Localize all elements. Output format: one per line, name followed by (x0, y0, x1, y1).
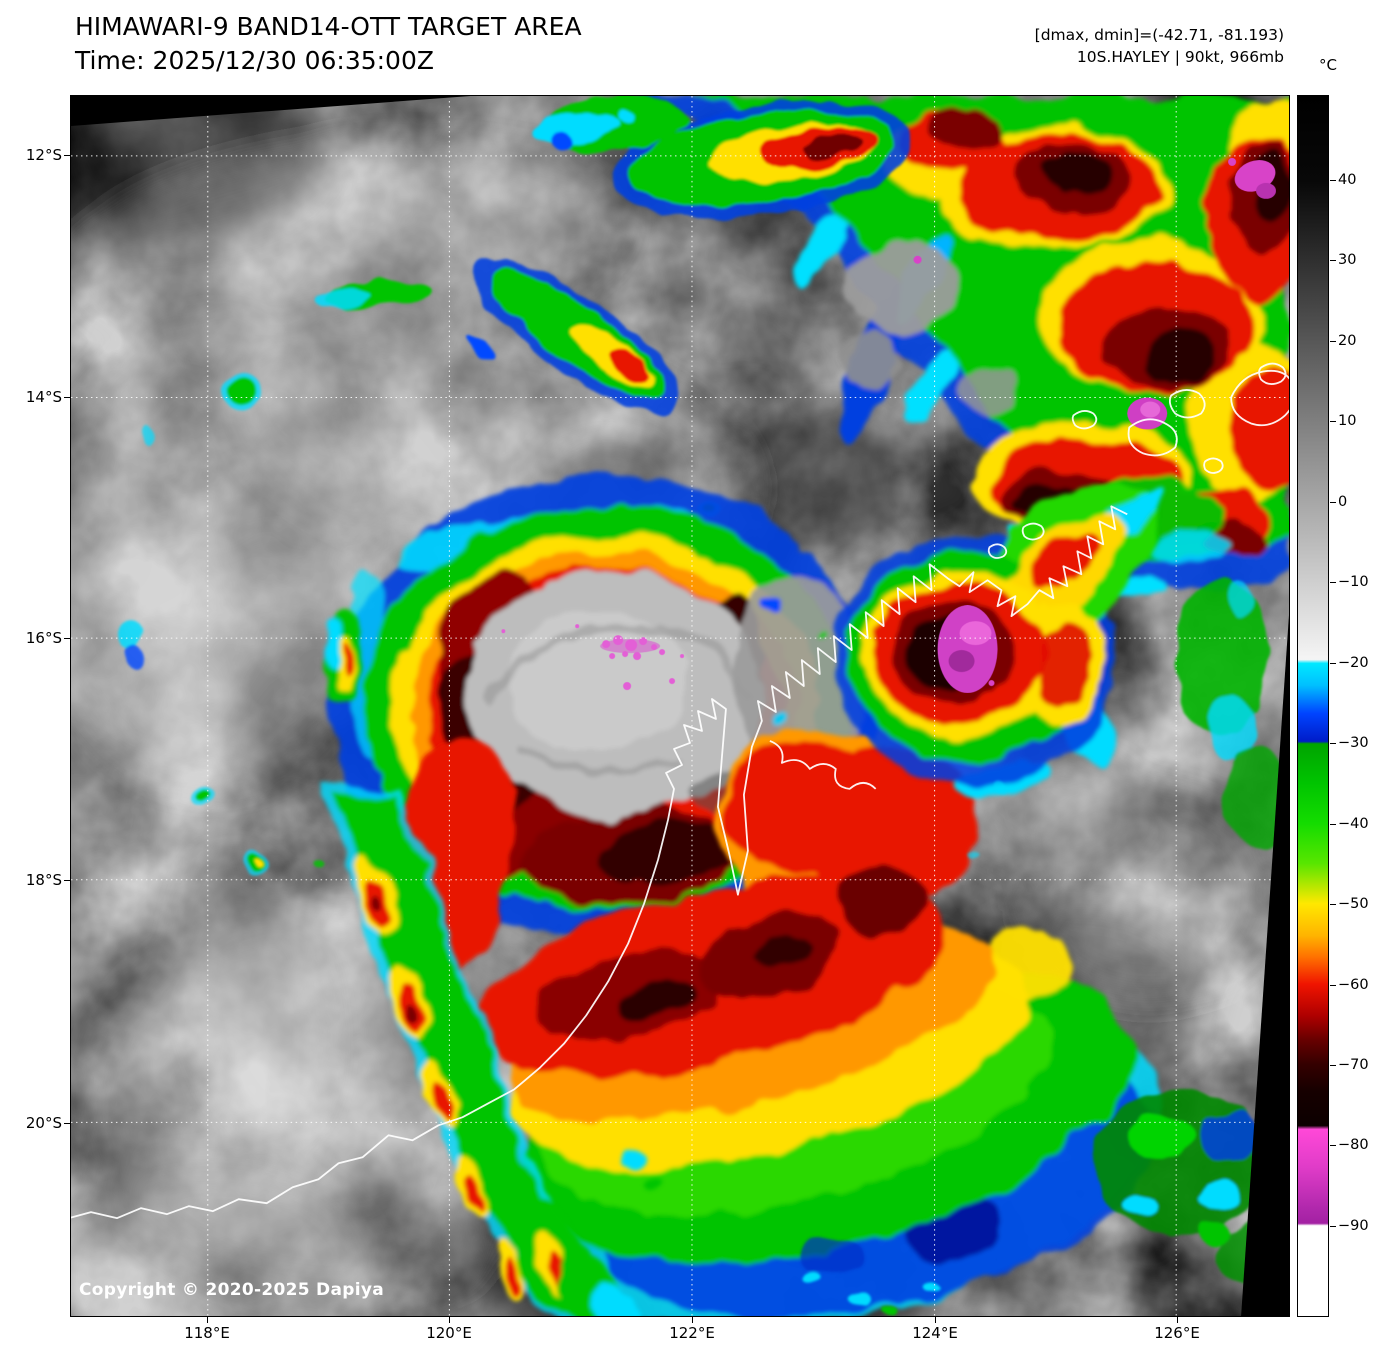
colorbar-tick-label: −30 (1330, 735, 1369, 751)
colorbar-tick-label: 30 (1329, 252, 1357, 268)
lat-tick-label: 20°S (12, 1115, 71, 1131)
lat-tick-label: 14°S (12, 389, 71, 405)
colorbar-tick-label: 20 (1329, 333, 1357, 349)
range-label: [dmax, dmin]=(-42.71, -81.193) (1034, 26, 1284, 44)
colorbar-tick-label: −80 (1330, 1137, 1369, 1153)
storm-label: 10S.HAYLEY | 90kt, 966mb (1076, 48, 1284, 66)
lat-tick-label: 18°S (12, 872, 71, 888)
lon-tick-label: 126°E (1142, 1316, 1212, 1342)
colorbar-gradient (1297, 95, 1329, 1317)
colorbar-tick-label: 0 (1329, 494, 1348, 510)
colorbar-tick-label: −40 (1330, 816, 1369, 832)
colorbar-tick-label: −70 (1330, 1057, 1369, 1073)
figure-title: HIMAWARI-9 BAND14-OTT TARGET AREA (75, 12, 582, 41)
convection-top-streaks (224, 96, 913, 522)
lon-tick-label: 124°E (900, 1316, 970, 1342)
copyright-label: Copyright © 2020-2025 Dapiya (79, 1280, 384, 1300)
lat-tick-label: 12°S (12, 147, 71, 163)
figure-time: Time: 2025/12/30 06:35:00Z (75, 46, 434, 75)
lat-tick-label: 16°S (12, 630, 71, 646)
lon-tick-label: 118°E (172, 1316, 242, 1342)
header-right: [dmax, dmin]=(-42.71, -81.193) 10S.HAYLE… (1035, 24, 1284, 68)
colorbar-tick-label: −10 (1330, 574, 1369, 590)
scan-edge-masks (71, 96, 1289, 1316)
convection-top-right (630, 96, 1289, 599)
south-rainband (386, 726, 1164, 1316)
lon-tick-label: 122°E (657, 1316, 727, 1342)
colorbar-tick-label: −20 (1330, 655, 1369, 671)
colorbar-tick-label: 40 (1329, 172, 1357, 188)
satellite-image (71, 96, 1289, 1316)
east-edge-patches (120, 424, 1289, 1312)
colorbar-tick-label: −90 (1330, 1218, 1369, 1234)
latlon-gridlines (71, 96, 1289, 1316)
colorbar-unit-label: °C (1319, 56, 1337, 74)
colorbar-tick-label: 10 (1329, 413, 1357, 429)
lon-tick-label: 120°E (414, 1316, 484, 1342)
west-trailing-band (320, 615, 666, 1316)
colorbar-tick-label: −60 (1330, 977, 1369, 993)
satellite-map-panel: Copyright © 2020-2025 Dapiya (70, 95, 1290, 1317)
colorbar-tick-label: −50 (1330, 896, 1369, 912)
